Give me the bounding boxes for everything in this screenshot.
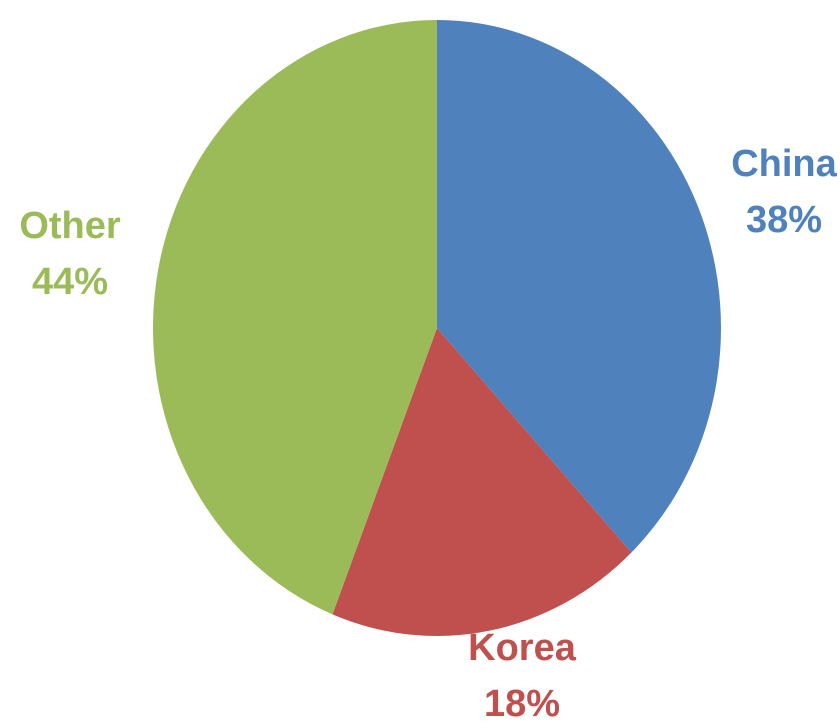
pie-slices bbox=[152, 20, 722, 636]
slice-value-korea: 18% bbox=[484, 683, 560, 725]
pie-labels: China 38% Korea 18% Other 44% bbox=[19, 143, 837, 725]
slice-label-other: Other bbox=[19, 205, 121, 247]
slice-label-china: China bbox=[731, 143, 837, 185]
slice-value-other: 44% bbox=[32, 261, 108, 303]
pie-slice-korea bbox=[332, 328, 632, 636]
slice-label-korea: Korea bbox=[468, 627, 577, 669]
pie-slice-china bbox=[437, 20, 722, 553]
slice-value-china: 38% bbox=[746, 199, 822, 241]
pie-slice-other bbox=[152, 20, 438, 615]
